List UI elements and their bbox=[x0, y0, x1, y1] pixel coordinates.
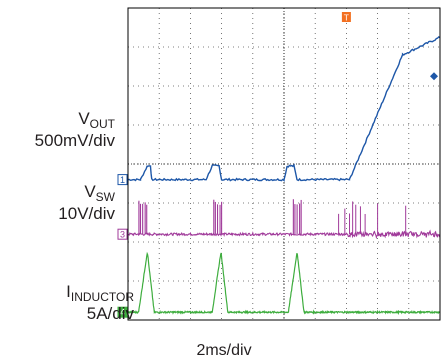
channel-marker-4 bbox=[117, 306, 128, 318]
vout-label-main: V bbox=[78, 109, 90, 128]
vsw-trace bbox=[127, 229, 441, 240]
graticule-grid bbox=[128, 8, 440, 320]
channel-marker-3 bbox=[117, 228, 128, 240]
vsw-label-main: V bbox=[84, 182, 96, 201]
vout-scale-label: 500mV/div bbox=[34, 131, 115, 150]
iinductor-label-main: I bbox=[66, 282, 71, 301]
vsw-scale-label: 10V/div bbox=[58, 204, 115, 223]
channel-markers: 1 3 4 T bbox=[117, 12, 438, 318]
iinductor-label-sub: INDUCTOR bbox=[70, 290, 134, 305]
trigger-marker bbox=[341, 12, 351, 22]
waveform-traces bbox=[127, 35, 441, 316]
iinductor-label: IINDUCTOR bbox=[66, 283, 134, 303]
vout-label-sub: OUT bbox=[89, 117, 115, 132]
channel-marker-label-4: 4 bbox=[120, 308, 125, 318]
vout-label: VOUT bbox=[78, 110, 115, 130]
vout-reference-arrow bbox=[430, 72, 438, 81]
vsw-label: VSW bbox=[84, 183, 115, 203]
channel-marker-1 bbox=[117, 174, 128, 186]
channel-marker-label-3: 3 bbox=[120, 230, 125, 240]
iinductor-trace bbox=[127, 251, 441, 316]
plot-frame bbox=[127, 7, 441, 321]
channel-marker-label-1: 1 bbox=[120, 175, 125, 185]
trigger-marker-label: T bbox=[344, 13, 349, 23]
vout-trace bbox=[127, 35, 441, 182]
time-scale-label: 2ms/div bbox=[196, 342, 252, 359]
iinductor-scale-label: 5A/div bbox=[86, 304, 134, 323]
vsw-label-sub: SW bbox=[95, 190, 115, 205]
